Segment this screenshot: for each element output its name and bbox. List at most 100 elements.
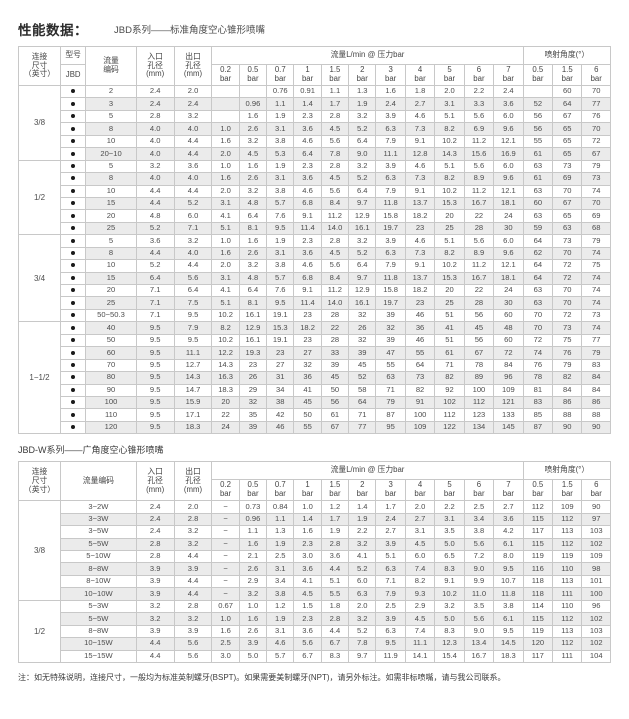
table-row: 8−10W 3.9 4.4−2.9 3.4 4.1 5.1 6.0 7.1 8.2 9.1 9.9 1… bbox=[19, 574, 611, 589]
angle-cell-6bar: 77 bbox=[581, 97, 611, 111]
flow-cell-0.7bar: 9.5 bbox=[266, 221, 295, 236]
flow-cell-4bar: 7.4 bbox=[404, 624, 436, 639]
flow-cell-7bar: 12.1 bbox=[493, 134, 524, 149]
flow-code-cell: 15−15W bbox=[60, 649, 137, 663]
flow-code-cell: 5 bbox=[85, 109, 137, 124]
angle-cell-6bar: 103 bbox=[581, 525, 611, 539]
angle-cell-1.5bar: 65 bbox=[552, 147, 583, 161]
angle-cell-0.5bar: 61 bbox=[522, 147, 554, 161]
flow-cell-6bar: 9.9 bbox=[463, 574, 495, 589]
flow-cell-0.2bar bbox=[211, 84, 240, 99]
performance-header: 性能数据： JBD系列——标准角度空心锥形喷嘴 bbox=[18, 0, 611, 46]
angle-cell-0.5bar: 120 bbox=[522, 637, 554, 651]
angle-cell-6bar: 79 bbox=[581, 346, 611, 360]
flow-cell-0.2bar: 14.3 bbox=[211, 358, 240, 373]
angle-cell-1.5bar: 75 bbox=[552, 333, 583, 348]
inlet-bore-cell: 7.1 bbox=[135, 308, 175, 323]
angle-cell-1.5bar: 119 bbox=[552, 549, 583, 564]
flow-cell-5bar: 41 bbox=[434, 321, 465, 335]
outlet-bore-cell: 7.9 bbox=[173, 321, 213, 335]
flow-cell-4bar: 7.3 bbox=[404, 122, 436, 136]
flow-cell-6bar: 112 bbox=[463, 395, 495, 410]
flow-cell-0.5bar: 2.6 bbox=[238, 122, 268, 136]
flow-cell-3bar: 3.9 bbox=[375, 109, 406, 124]
table-row: 15−15W 4.4 5.6 3.0 5.0 5.7 6.7 8.3 9.7 11.9 14.1 15… bbox=[19, 649, 611, 663]
flow-cell-1.5bar: 61 bbox=[320, 408, 350, 422]
angle-cell-6bar: 88 bbox=[581, 408, 611, 422]
angle-cell-6bar: 73 bbox=[581, 308, 611, 323]
flow-cell-1bar: 41 bbox=[293, 383, 322, 397]
outlet-bore-cell: 3.9 bbox=[173, 624, 213, 639]
flow-cell-0.2bar: 1.0 bbox=[211, 159, 240, 174]
header-pressure-0.7: 0.7 bar bbox=[266, 479, 295, 502]
flow-cell-4bar: 46 bbox=[404, 308, 436, 323]
flow-cell-0.7bar: 3.1 bbox=[266, 246, 295, 261]
flow-cell-7bar: 18.1 bbox=[493, 196, 524, 211]
flow-cell-1.5bar: 14.0 bbox=[320, 221, 350, 236]
flow-cell-5bar: 8.3 bbox=[434, 624, 465, 639]
model-dot-icon bbox=[60, 296, 87, 310]
table-row: 20 4.8 6.0 4.1 6.4 7.6 9.1 11.2 12.9 15.8 18.2 20 22… bbox=[19, 209, 611, 223]
flow-cell-6bar: 89 bbox=[463, 371, 495, 385]
flow-cell-6bar: 15.6 bbox=[463, 147, 495, 161]
flow-cell-0.2bar: 3.0 bbox=[211, 649, 240, 663]
flow-cell-7bar: 109 bbox=[493, 383, 524, 397]
header-angle-pressure-1.5: 1.5 bar bbox=[552, 64, 583, 86]
flow-cell-1.5bar: 2.8 bbox=[320, 109, 350, 124]
angle-cell-0.5bar: 59 bbox=[522, 221, 554, 236]
angle-cell-0.5bar: 64 bbox=[522, 271, 554, 286]
header-pressure-2: 2 bar bbox=[348, 479, 377, 502]
flow-cell-1bar: 3.6 bbox=[293, 562, 322, 576]
flow-cell-2bar: 3.2 bbox=[348, 159, 377, 174]
outlet-bore-cell: 4.4 bbox=[173, 184, 213, 198]
table-row: 8 4.0 4.0 1.6 2.6 3.1 3.6 4.5 5.2 6.3 7.3 8.2 8.9 9.6… bbox=[19, 172, 611, 186]
flow-cell-6bar: 78 bbox=[463, 358, 495, 373]
flow-code-cell: 20 bbox=[85, 283, 137, 298]
flow-cell-0.2bar: 22 bbox=[211, 408, 240, 422]
flow-cell-4bar: 46 bbox=[404, 333, 436, 348]
flow-cell-3bar: 11.8 bbox=[375, 196, 406, 211]
flow-cell-1.5bar: 4.4 bbox=[320, 562, 350, 576]
flow-cell-4bar: 3.1 bbox=[404, 525, 436, 539]
flow-cell-0.2bar: − bbox=[211, 562, 240, 576]
angle-cell-6bar: 74 bbox=[581, 296, 611, 310]
flow-cell-2bar: 32 bbox=[348, 308, 377, 323]
angle-cell-1.5bar: 112 bbox=[552, 612, 583, 626]
outlet-bore-cell: 4.0 bbox=[173, 246, 213, 261]
flow-cell-0.2bar: 4.1 bbox=[211, 209, 240, 223]
flow-cell-1bar: 23 bbox=[293, 308, 322, 323]
flow-cell-5bar: 122 bbox=[434, 420, 465, 435]
angle-cell-1.5bar: 112 bbox=[552, 537, 583, 552]
angle-cell-1.5bar: 110 bbox=[552, 562, 583, 576]
angle-cell-6bar: 70 bbox=[581, 196, 611, 211]
angle-cell-1.5bar: 109 bbox=[552, 500, 583, 514]
angle-cell-0.5bar bbox=[522, 84, 554, 99]
outlet-bore-cell: 15.9 bbox=[173, 395, 213, 410]
outlet-bore-cell: 12.7 bbox=[173, 358, 213, 373]
flow-cell-7bar: 6.0 bbox=[493, 159, 524, 174]
table-row: 5−5W 3.2 3.2 1.0 1.6 1.9 2.3 2.8 3.2 3.9 4.5 5.0 5.6… bbox=[19, 612, 611, 626]
flow-cell-0.2bar: 10.2 bbox=[211, 308, 240, 323]
flow-cell-4bar: 2.0 bbox=[404, 500, 436, 514]
flow-cell-0.2bar: − bbox=[211, 512, 240, 527]
outlet-bore-cell: 2.0 bbox=[173, 84, 213, 99]
header-angle-group: 喷射角度(°） bbox=[522, 46, 612, 65]
flow-cell-1.5bar: 4.4 bbox=[320, 624, 350, 639]
angle-cell-6bar: 96 bbox=[581, 599, 611, 614]
flow-cell-4bar: 12.8 bbox=[404, 147, 436, 161]
table-row: 8−8W 3.9 3.9−2.6 3.1 3.6 4.4 5.2 6.3 7.4 8.3 9.0 9.… bbox=[19, 562, 611, 576]
table-row: 80 9.5 14.3 16.3 26 31 36 45 52 63 73 82 89 96 78 82 84 bbox=[19, 371, 611, 385]
flow-cell-1.5bar: 50 bbox=[320, 383, 350, 397]
flow-cell-2bar: 71 bbox=[348, 408, 377, 422]
flow-cell-5bar: 5.1 bbox=[434, 159, 465, 174]
angle-cell-1.5bar: 111 bbox=[552, 587, 583, 601]
angle-cell-6bar: 74 bbox=[581, 246, 611, 261]
outlet-bore-cell: 3.2 bbox=[173, 612, 213, 626]
flow-cell-1bar: 6.7 bbox=[293, 649, 322, 663]
flow-cell-7bar: 72 bbox=[493, 346, 524, 360]
angle-cell-0.5bar: 117 bbox=[522, 649, 554, 663]
flow-cell-4bar: 55 bbox=[404, 346, 436, 360]
flow-cell-1.5bar: 2.8 bbox=[320, 537, 350, 552]
flow-cell-0.7bar: 3.1 bbox=[266, 562, 295, 576]
flow-code-cell: 2 bbox=[85, 84, 137, 99]
